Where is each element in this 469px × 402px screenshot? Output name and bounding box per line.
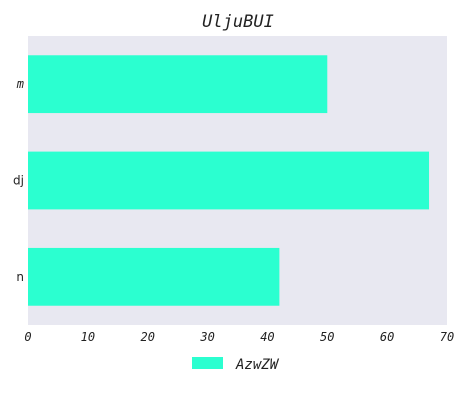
x-tick-label-20: 20 [140, 330, 154, 344]
x-tick-label-70: 70 [440, 330, 454, 344]
legend: AzwZW [192, 357, 280, 373]
bar-dj [28, 151, 430, 210]
x-tick-label-10: 10 [81, 330, 95, 344]
bar-n [28, 247, 280, 306]
y-axis-ticks: m dj n [13, 77, 24, 284]
x-tick-label-40: 40 [260, 330, 274, 344]
bars [28, 55, 430, 306]
y-tick-label-dj: dj [13, 174, 24, 188]
x-axis-ticks: 0 10 20 30 40 50 60 70 [24, 330, 454, 344]
x-tick-label-60: 60 [380, 330, 394, 344]
legend-swatch [192, 357, 223, 369]
x-tick-label-0: 0 [24, 330, 31, 344]
y-tick-label-n: n [16, 270, 24, 284]
bar-m [28, 55, 328, 114]
chart-title: UljuBUI [202, 12, 274, 32]
x-tick-label-30: 30 [199, 330, 214, 344]
y-tick-label-m: m [16, 77, 24, 91]
legend-label: AzwZW [235, 357, 280, 373]
x-tick-label-50: 50 [320, 330, 334, 344]
